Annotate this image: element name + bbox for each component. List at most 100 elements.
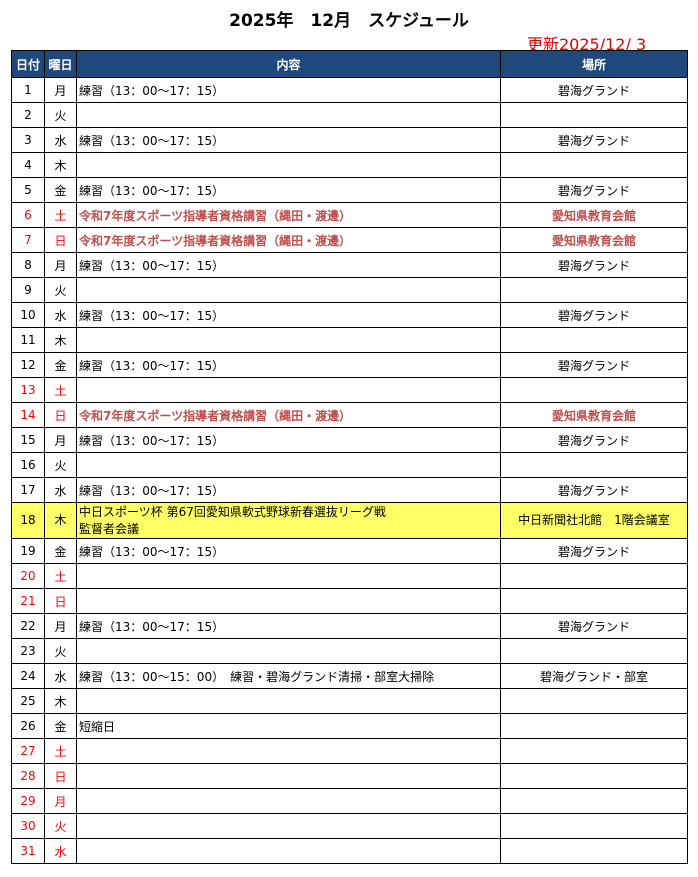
content-cell: 練習（13：00～17：15） — [76, 477, 501, 503]
date-cell: 30 — [11, 813, 45, 839]
table-row: 31 水 — [11, 838, 688, 864]
place-cell — [500, 788, 688, 814]
date-cell: 26 — [11, 713, 45, 739]
day-cell: 木 — [44, 327, 77, 353]
content-text: 練習（13：00～17：15） — [79, 258, 225, 273]
content-text: 令和7年度スポーツ指導者資格講習（縄田・渡邊） — [79, 208, 352, 223]
content-cell — [76, 277, 501, 303]
content-cell: 練習（13：00～17：15） — [76, 352, 501, 378]
content-cell — [76, 638, 501, 664]
place-cell: 碧海グランド — [500, 127, 688, 153]
header-content: 内容 — [76, 50, 501, 78]
day-cell: 水 — [44, 127, 77, 153]
date-cell: 31 — [11, 838, 45, 864]
day-cell: 火 — [44, 813, 77, 839]
table-row: 18 木中日スポーツ杯 第67回愛知県軟式野球新春選抜リーグ戦 監督者会議 中日新聞社… — [11, 502, 688, 539]
day-cell: 月 — [44, 613, 77, 639]
day-cell: 月 — [44, 252, 77, 278]
updated-date: 更新2025/12/ 3 — [527, 35, 647, 54]
content-text: 短縮日 — [79, 719, 116, 734]
place-cell — [500, 763, 688, 789]
place-cell — [500, 102, 688, 128]
table-row: 27 土 — [11, 738, 688, 764]
day-cell: 水 — [44, 302, 77, 328]
table-row: 30 火 — [11, 813, 688, 839]
place-cell: 愛知県教育会館 — [500, 402, 688, 428]
content-text: 練習（13：00～17：15） — [79, 133, 225, 148]
date-cell: 20 — [11, 563, 45, 589]
date-cell: 17 — [11, 477, 45, 503]
place-cell: 中日新聞社北館 1階会議室 — [500, 502, 688, 539]
date-cell: 9 — [11, 277, 45, 303]
place-cell — [500, 838, 688, 864]
content-cell: 令和7年度スポーツ指導者資格講習（縄田・渡邊） — [76, 227, 501, 253]
table-row: 15 月練習（13：00～17：15） 碧海グランド — [11, 427, 688, 453]
place-cell: 愛知県教育会館 — [500, 202, 688, 228]
content-cell — [76, 377, 501, 403]
place-cell — [500, 738, 688, 764]
content-cell — [76, 152, 501, 178]
place-cell — [500, 327, 688, 353]
header-day: 曜日 — [44, 50, 77, 78]
table-row: 26 金短縮日 — [11, 713, 688, 739]
page-title: 2025年 12月 スケジュール — [229, 11, 469, 31]
content-text: 練習（13：00～17：15） — [79, 83, 225, 98]
content-cell: 短縮日 — [76, 713, 501, 739]
table-row: 24 水練習（13：00～15：00） 練習・碧海グランド清掃・部室大掃除 碧海グラ… — [11, 663, 688, 689]
date-cell: 22 — [11, 613, 45, 639]
date-cell: 19 — [11, 538, 45, 564]
date-cell: 4 — [11, 152, 45, 178]
date-cell: 6 — [11, 202, 45, 228]
date-cell: 27 — [11, 738, 45, 764]
content-cell — [76, 452, 501, 478]
content-text: 練習（13：00～17：15） — [79, 433, 225, 448]
place-cell: 碧海グランド — [500, 77, 688, 103]
content-text: 練習（13：00～17：15） — [79, 358, 225, 373]
table-row: 7 日令和7年度スポーツ指導者資格講習（縄田・渡邊） 愛知県教育会館 — [11, 227, 688, 253]
date-cell: 23 — [11, 638, 45, 664]
content-cell — [76, 738, 501, 764]
day-cell: 水 — [44, 838, 77, 864]
table-row: 3 水練習（13：00～17：15） 碧海グランド — [11, 127, 688, 153]
place-cell: 碧海グランド — [500, 477, 688, 503]
place-cell — [500, 638, 688, 664]
table-row: 16 火 — [11, 452, 688, 478]
content-cell: 練習（13：00～17：15） — [76, 538, 501, 564]
table-row: 1 月練習（13：00～17：15） 碧海グランド — [11, 77, 688, 103]
date-cell: 14 — [11, 402, 45, 428]
date-cell: 13 — [11, 377, 45, 403]
day-cell: 木 — [44, 688, 77, 714]
day-cell: 日 — [44, 402, 77, 428]
content-cell: 令和7年度スポーツ指導者資格講習（縄田・渡邊） — [76, 202, 501, 228]
header-row: 日付 曜日 内容 場所 — [11, 50, 688, 78]
table-row: 22 月練習（13：00～17：15） 碧海グランド — [11, 613, 688, 639]
date-cell: 1 — [11, 77, 45, 103]
table-row: 5 金練習（13：00～17：15） 碧海グランド — [11, 177, 688, 203]
date-cell: 12 — [11, 352, 45, 378]
content-cell — [76, 327, 501, 353]
content-cell — [76, 838, 501, 864]
content-cell: 練習（13：00～17：15） — [76, 613, 501, 639]
table-row: 12 金練習（13：00～17：15） 碧海グランド — [11, 352, 688, 378]
schedule-table: 日付 曜日 内容 場所 1 月練習（13：00～17：15） 碧海グランド 2 火 3 水練… — [11, 50, 688, 864]
table-row: 14 日令和7年度スポーツ指導者資格講習（縄田・渡邊） 愛知県教育会館 — [11, 402, 688, 428]
content-cell: 練習（13：00～17：15） — [76, 252, 501, 278]
day-cell: 金 — [44, 538, 77, 564]
content-cell: 練習（13：00～17：15） — [76, 177, 501, 203]
date-cell: 11 — [11, 327, 45, 353]
date-cell: 29 — [11, 788, 45, 814]
content-cell: 練習（13：00～17：15） — [76, 427, 501, 453]
place-cell: 愛知県教育会館 — [500, 227, 688, 253]
table-row: 8 月練習（13：00～17：15） 碧海グランド — [11, 252, 688, 278]
date-cell: 28 — [11, 763, 45, 789]
content-text: 中日スポーツ杯 第67回愛知県軟式野球新春選抜リーグ戦 — [79, 504, 386, 519]
content-cell: 練習（13：00～17：15） — [76, 302, 501, 328]
date-cell: 3 — [11, 127, 45, 153]
day-cell: 月 — [44, 427, 77, 453]
day-cell: 水 — [44, 477, 77, 503]
place-cell: 碧海グランド — [500, 252, 688, 278]
day-cell: 日 — [44, 588, 77, 614]
day-cell: 土 — [44, 202, 77, 228]
content-cell — [76, 813, 501, 839]
date-cell: 15 — [11, 427, 45, 453]
